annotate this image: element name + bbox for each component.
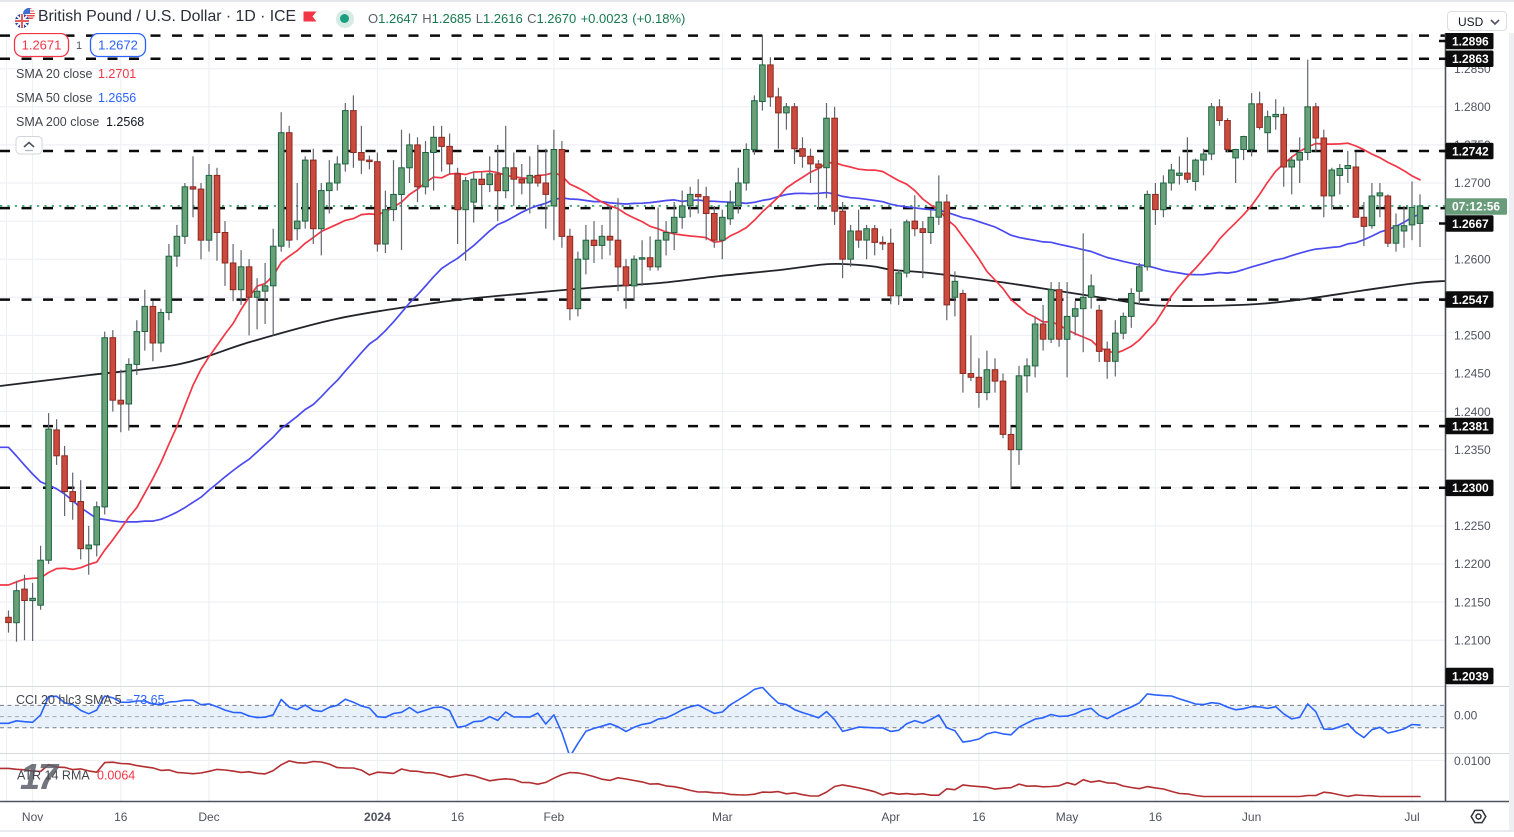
svg-text:1.2200: 1.2200: [1454, 557, 1491, 571]
svg-text:0.0100: 0.0100: [1454, 754, 1491, 768]
svg-text:0.0064: 0.0064: [97, 769, 135, 783]
svg-text:17: 17: [20, 756, 60, 797]
svg-text:1.2450: 1.2450: [1454, 367, 1491, 381]
svg-text:CCI 20 hlc3 SMA 5: CCI 20 hlc3 SMA 5: [16, 693, 122, 707]
svg-text:SMA 50 close: SMA 50 close: [16, 91, 92, 105]
svg-text:1.2672: 1.2672: [98, 38, 138, 53]
svg-text:Mar: Mar: [712, 810, 733, 824]
svg-text:1.2568: 1.2568: [106, 115, 144, 129]
svg-text:May: May: [1056, 810, 1079, 824]
svg-text:Nov: Nov: [22, 810, 43, 824]
svg-text:1.2250: 1.2250: [1454, 519, 1491, 533]
svg-text:1.2896: 1.2896: [1452, 34, 1489, 48]
svg-text:1.2671: 1.2671: [22, 38, 62, 53]
svg-text:1.2656: 1.2656: [98, 91, 136, 105]
svg-text:1.2100: 1.2100: [1454, 633, 1491, 647]
svg-text:1.2800: 1.2800: [1454, 100, 1491, 114]
svg-text:16: 16: [451, 810, 465, 824]
svg-text:1.2350: 1.2350: [1454, 443, 1491, 457]
svg-text:Jul: Jul: [1404, 810, 1419, 824]
svg-text:SMA 200 close: SMA 200 close: [16, 115, 99, 129]
svg-text:Apr: Apr: [881, 810, 900, 824]
svg-text:Feb: Feb: [544, 810, 565, 824]
svg-text:1.2150: 1.2150: [1454, 595, 1491, 609]
svg-text:1.2600: 1.2600: [1454, 252, 1491, 266]
svg-text:2024: 2024: [364, 810, 391, 824]
svg-text:1.2701: 1.2701: [98, 67, 136, 81]
svg-text:1.2300: 1.2300: [1452, 481, 1489, 495]
svg-text:16: 16: [1149, 810, 1163, 824]
svg-text:1.2667: 1.2667: [1452, 217, 1489, 231]
svg-text:1.2547: 1.2547: [1452, 293, 1489, 307]
svg-text:ATR 14 RMA: ATR 14 RMA: [17, 769, 90, 783]
svg-text:1.2400: 1.2400: [1454, 405, 1491, 419]
svg-text:1.2700: 1.2700: [1454, 176, 1491, 190]
svg-text:1: 1: [76, 40, 82, 52]
svg-text:1.2742: 1.2742: [1452, 144, 1489, 158]
svg-text:Jun: Jun: [1242, 810, 1261, 824]
svg-text:16: 16: [114, 810, 128, 824]
svg-text:SMA 20 close: SMA 20 close: [16, 67, 92, 81]
svg-text:1.2039: 1.2039: [1452, 669, 1489, 683]
svg-text:07:12:56: 07:12:56: [1452, 200, 1500, 214]
svg-text:1.2381: 1.2381: [1452, 419, 1489, 433]
svg-text:0.00: 0.00: [1454, 709, 1478, 723]
svg-text:−73.65: −73.65: [126, 693, 165, 707]
svg-text:Dec: Dec: [198, 810, 219, 824]
svg-text:1.2500: 1.2500: [1454, 329, 1491, 343]
svg-text:1.2863: 1.2863: [1452, 52, 1489, 66]
svg-text:16: 16: [972, 810, 986, 824]
